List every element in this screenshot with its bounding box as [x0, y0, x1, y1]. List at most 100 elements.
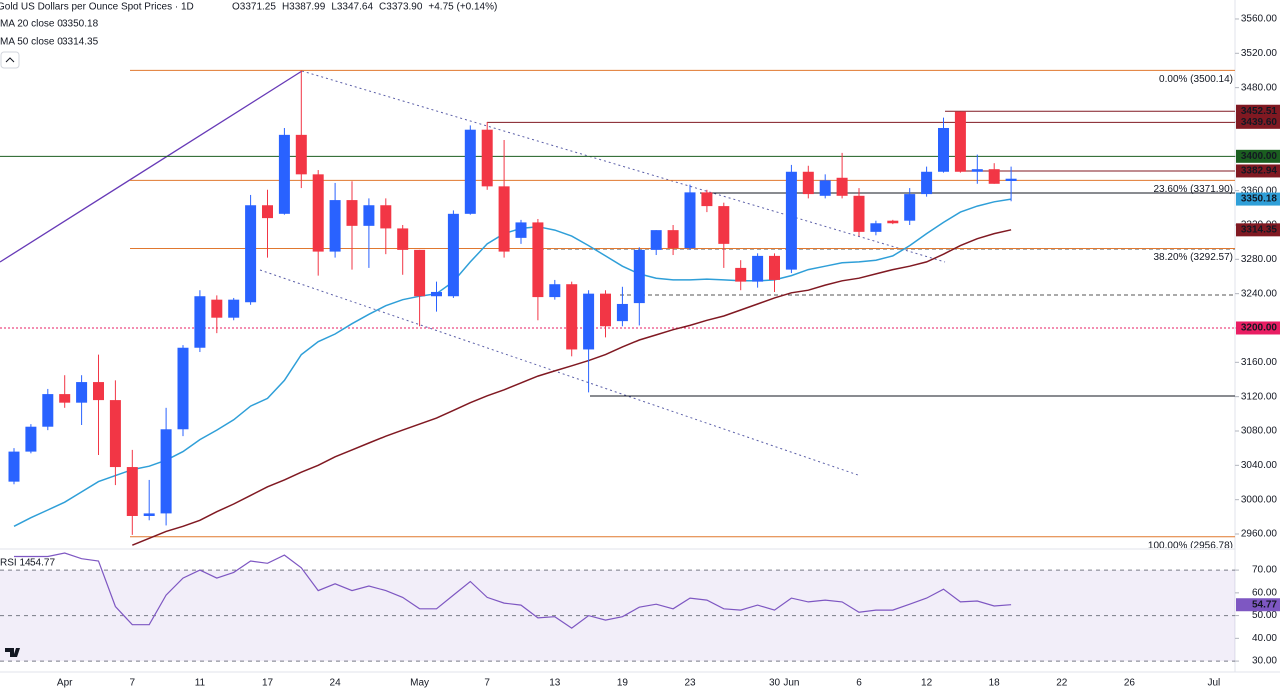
x-tick-label: 11	[195, 678, 206, 689]
candle-body	[752, 255, 764, 282]
candle-body	[431, 291, 442, 297]
y-tick-label: 3360.00	[1241, 185, 1278, 196]
candle-body	[8, 451, 20, 482]
candle-body	[481, 129, 493, 187]
x-tick-label: 23	[684, 678, 696, 689]
candle-body	[988, 169, 1000, 184]
x-tick-label: Apr	[57, 678, 73, 689]
trend-line	[259, 269, 859, 476]
candle-body	[718, 206, 730, 244]
y-tick-label: 30.00	[1252, 656, 1277, 667]
ma-line	[13, 198, 1012, 527]
candle-body	[954, 111, 966, 172]
candle-body	[25, 426, 37, 452]
candle-body	[735, 267, 747, 282]
candle-body	[93, 382, 104, 401]
candle-body	[785, 171, 797, 270]
y-tick-label: 3080.00	[1241, 426, 1278, 437]
x-tick-label: 7	[484, 678, 490, 689]
candle-body	[262, 205, 273, 219]
candle-body	[971, 169, 983, 172]
candle-body	[684, 192, 696, 249]
candle-body	[278, 134, 290, 214]
y-tick-label: 3000.00	[1241, 494, 1278, 505]
price-pane: 0.00% (3500.14) 23.60% (3371.90) 38.20% (3…	[0, 69, 1235, 548]
candle-body	[228, 299, 240, 318]
ohlc-stat: +4.75 (+0.14%)	[428, 2, 497, 13]
y-tick-label: 3120.00	[1241, 391, 1278, 402]
candle-body	[887, 220, 899, 224]
collapse-button[interactable]	[0, 51, 20, 69]
price-tag-label: 3400.00	[1241, 151, 1278, 162]
ma-line	[132, 229, 1012, 546]
legend-value: 3314.35	[62, 37, 99, 48]
axes: 2960.00 3000.00 3040.00 3080.00 3120.00 3160.…	[1235, 14, 1280, 667]
trend-line	[301, 70, 946, 263]
candle-body	[329, 200, 341, 252]
candle-body	[160, 429, 172, 514]
x-tick-label: 13	[549, 678, 561, 689]
rsi-pane	[0, 552, 1235, 662]
candle-body	[616, 303, 628, 322]
y-tick-label: 40.00	[1252, 633, 1277, 644]
price-tag	[1236, 192, 1280, 206]
y-tick-label: 3520.00	[1241, 48, 1278, 59]
candle-body	[126, 467, 138, 516]
candle-body	[414, 249, 426, 297]
candle-body	[870, 223, 882, 232]
fib-label: 38.20% (3292.57)	[1153, 252, 1233, 263]
fib-label: 23.60% (3371.90)	[1153, 184, 1233, 195]
candle-body	[397, 228, 409, 250]
candle-body	[701, 192, 713, 207]
price-tag-label: 3439.60	[1241, 117, 1278, 128]
y-tick-label: 2960.00	[1241, 529, 1278, 540]
price-tag	[1236, 104, 1280, 118]
chart-title: Gold US Dollars per Ounce Spot Prices · …	[0, 2, 194, 13]
price-tag-label: 3200.00	[1241, 323, 1278, 334]
candle-body	[312, 174, 324, 252]
candle-body	[76, 382, 88, 403]
candle-body	[769, 255, 780, 280]
candle-body	[802, 171, 814, 195]
candle-body	[583, 293, 595, 350]
price-tag-label: 3314.35	[1241, 224, 1278, 235]
x-tick-label: Jun	[783, 678, 799, 689]
price-tag	[1236, 115, 1280, 129]
y-tick-label: 3240.00	[1241, 288, 1278, 299]
x-tick-label: 7	[130, 678, 136, 689]
fib-label: 0.00% (3500.14)	[1159, 74, 1233, 85]
price-tag	[1236, 164, 1280, 178]
candle-body	[177, 347, 189, 430]
price-tag	[1236, 149, 1280, 163]
x-tick-label: 17	[262, 678, 274, 689]
x-tick-label: 30	[769, 678, 781, 689]
ohlc-stat: H3387.99	[282, 2, 326, 13]
y-tick-label: 50.00	[1252, 610, 1277, 621]
price-tag-label: 3382.94	[1241, 166, 1278, 177]
x-tick-label: 22	[1056, 678, 1068, 689]
y-tick-label: 3560.00	[1241, 14, 1278, 25]
logo	[5, 648, 20, 657]
candle-body	[633, 249, 645, 304]
x-tick-label: 26	[1124, 678, 1136, 689]
price-tag-label: 3350.18	[1241, 194, 1278, 205]
candle-body	[380, 205, 392, 229]
candle-body	[921, 171, 933, 195]
y-tick-label: 3480.00	[1241, 82, 1278, 93]
price-tag	[1236, 598, 1280, 612]
candle-body	[109, 400, 121, 468]
price-tag-label: 54.77	[1252, 599, 1277, 610]
candle-body	[600, 293, 611, 327]
legend-value: 3350.18	[62, 19, 99, 30]
candle-body	[853, 195, 865, 232]
y-tick-label: 3280.00	[1241, 254, 1278, 265]
y-tick-label: 70.00	[1252, 565, 1277, 576]
x-tick-label: 6	[856, 678, 862, 689]
y-tick-label: 3160.00	[1241, 357, 1278, 368]
price-tag-label: 3452.51	[1241, 106, 1278, 117]
candle-body	[904, 194, 916, 221]
legend-ma50: MA 50 close 0	[0, 37, 63, 48]
collapse-icon	[5, 57, 15, 63]
candle-body	[549, 284, 561, 298]
